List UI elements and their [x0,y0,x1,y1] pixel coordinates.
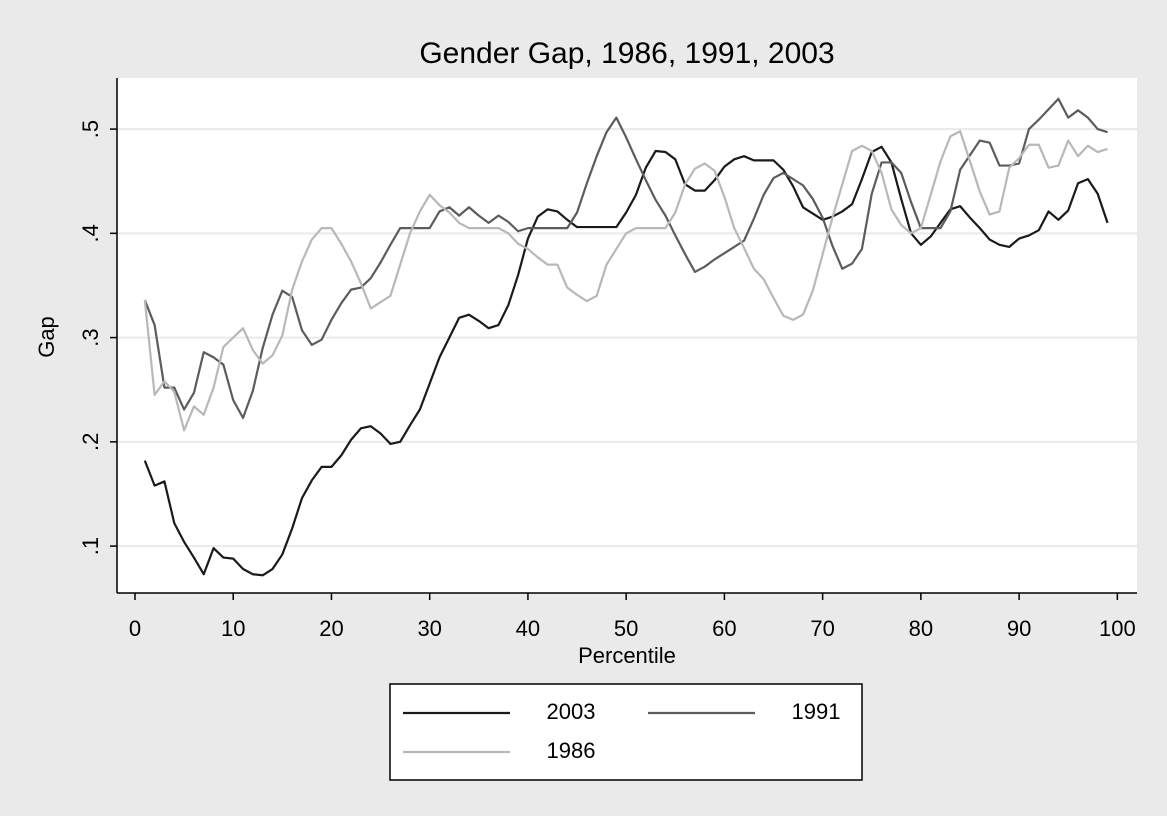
x-tick-label: 60 [712,616,736,641]
y-tick-label: .2 [78,433,103,451]
series-line [143,97,1108,419]
legend-label: 1991 [792,699,841,724]
x-tick-label: 20 [319,616,343,641]
legend-box [389,683,863,781]
x-tick-label: 100 [1099,616,1136,641]
y-tick-label: .4 [78,224,103,242]
x-tick-label: 80 [909,616,933,641]
plot-area [117,78,1137,593]
x-tick-label: 40 [516,616,540,641]
legend-label: 1986 [547,738,596,763]
y-tick-label: .3 [78,328,103,346]
x-tick-label: 70 [810,616,834,641]
series-line [143,130,1108,432]
y-tick-label: .5 [78,120,103,138]
x-tick-label: 10 [221,616,245,641]
x-axis-label: Percentile [578,643,676,668]
x-tick-label: 0 [129,616,141,641]
legend-label: 2003 [547,699,596,724]
chart-title: Gender Gap, 1986, 1991, 2003 [419,37,834,70]
y-axis-label: Gap [34,316,59,358]
y-tick-label: .1 [78,537,103,555]
x-tick-label: 50 [614,616,638,641]
x-tick-label: 90 [1007,616,1031,641]
x-tick-label: 30 [417,616,441,641]
series-line [143,145,1109,577]
